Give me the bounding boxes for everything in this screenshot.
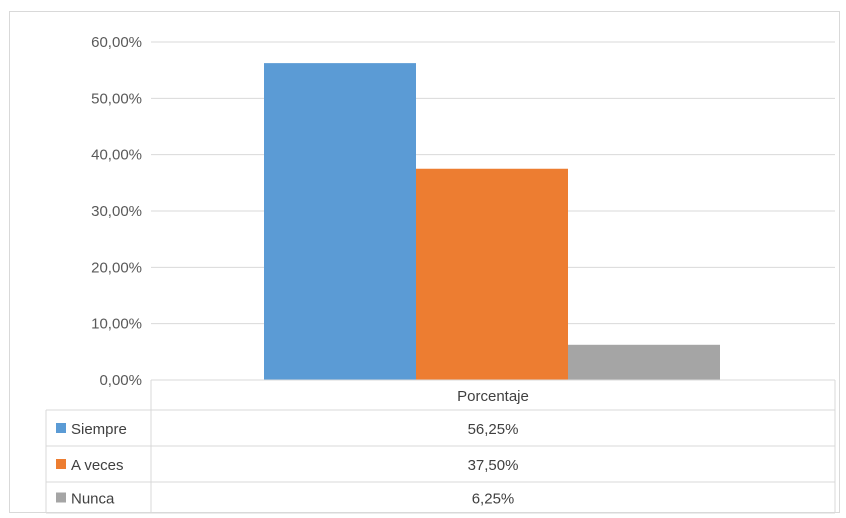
table-value: 56,25% bbox=[468, 421, 519, 438]
legend-label: A veces bbox=[71, 457, 124, 474]
y-tick-label: 30,00% bbox=[91, 203, 142, 220]
y-tick-label: 0,00% bbox=[99, 372, 142, 389]
table-value: 37,50% bbox=[468, 457, 519, 474]
legend-label: Siempre bbox=[71, 421, 127, 438]
y-tick-label: 20,00% bbox=[91, 259, 142, 276]
y-tick-label: 40,00% bbox=[91, 147, 142, 164]
legend-label: Nunca bbox=[71, 491, 115, 508]
bar-nunca bbox=[568, 344, 720, 380]
bar-siempre bbox=[264, 63, 416, 380]
y-tick-label: 10,00% bbox=[91, 316, 142, 333]
table-value: 6,25% bbox=[472, 491, 515, 508]
legend-key-a-veces bbox=[56, 459, 66, 469]
legend-key-siempre bbox=[56, 423, 66, 433]
bar-a-veces bbox=[416, 168, 568, 380]
legend-key-nunca bbox=[56, 492, 66, 503]
table-category-header: Porcentaje bbox=[457, 388, 529, 405]
y-tick-label: 60,00% bbox=[91, 34, 142, 51]
y-tick-label: 50,00% bbox=[91, 90, 142, 107]
